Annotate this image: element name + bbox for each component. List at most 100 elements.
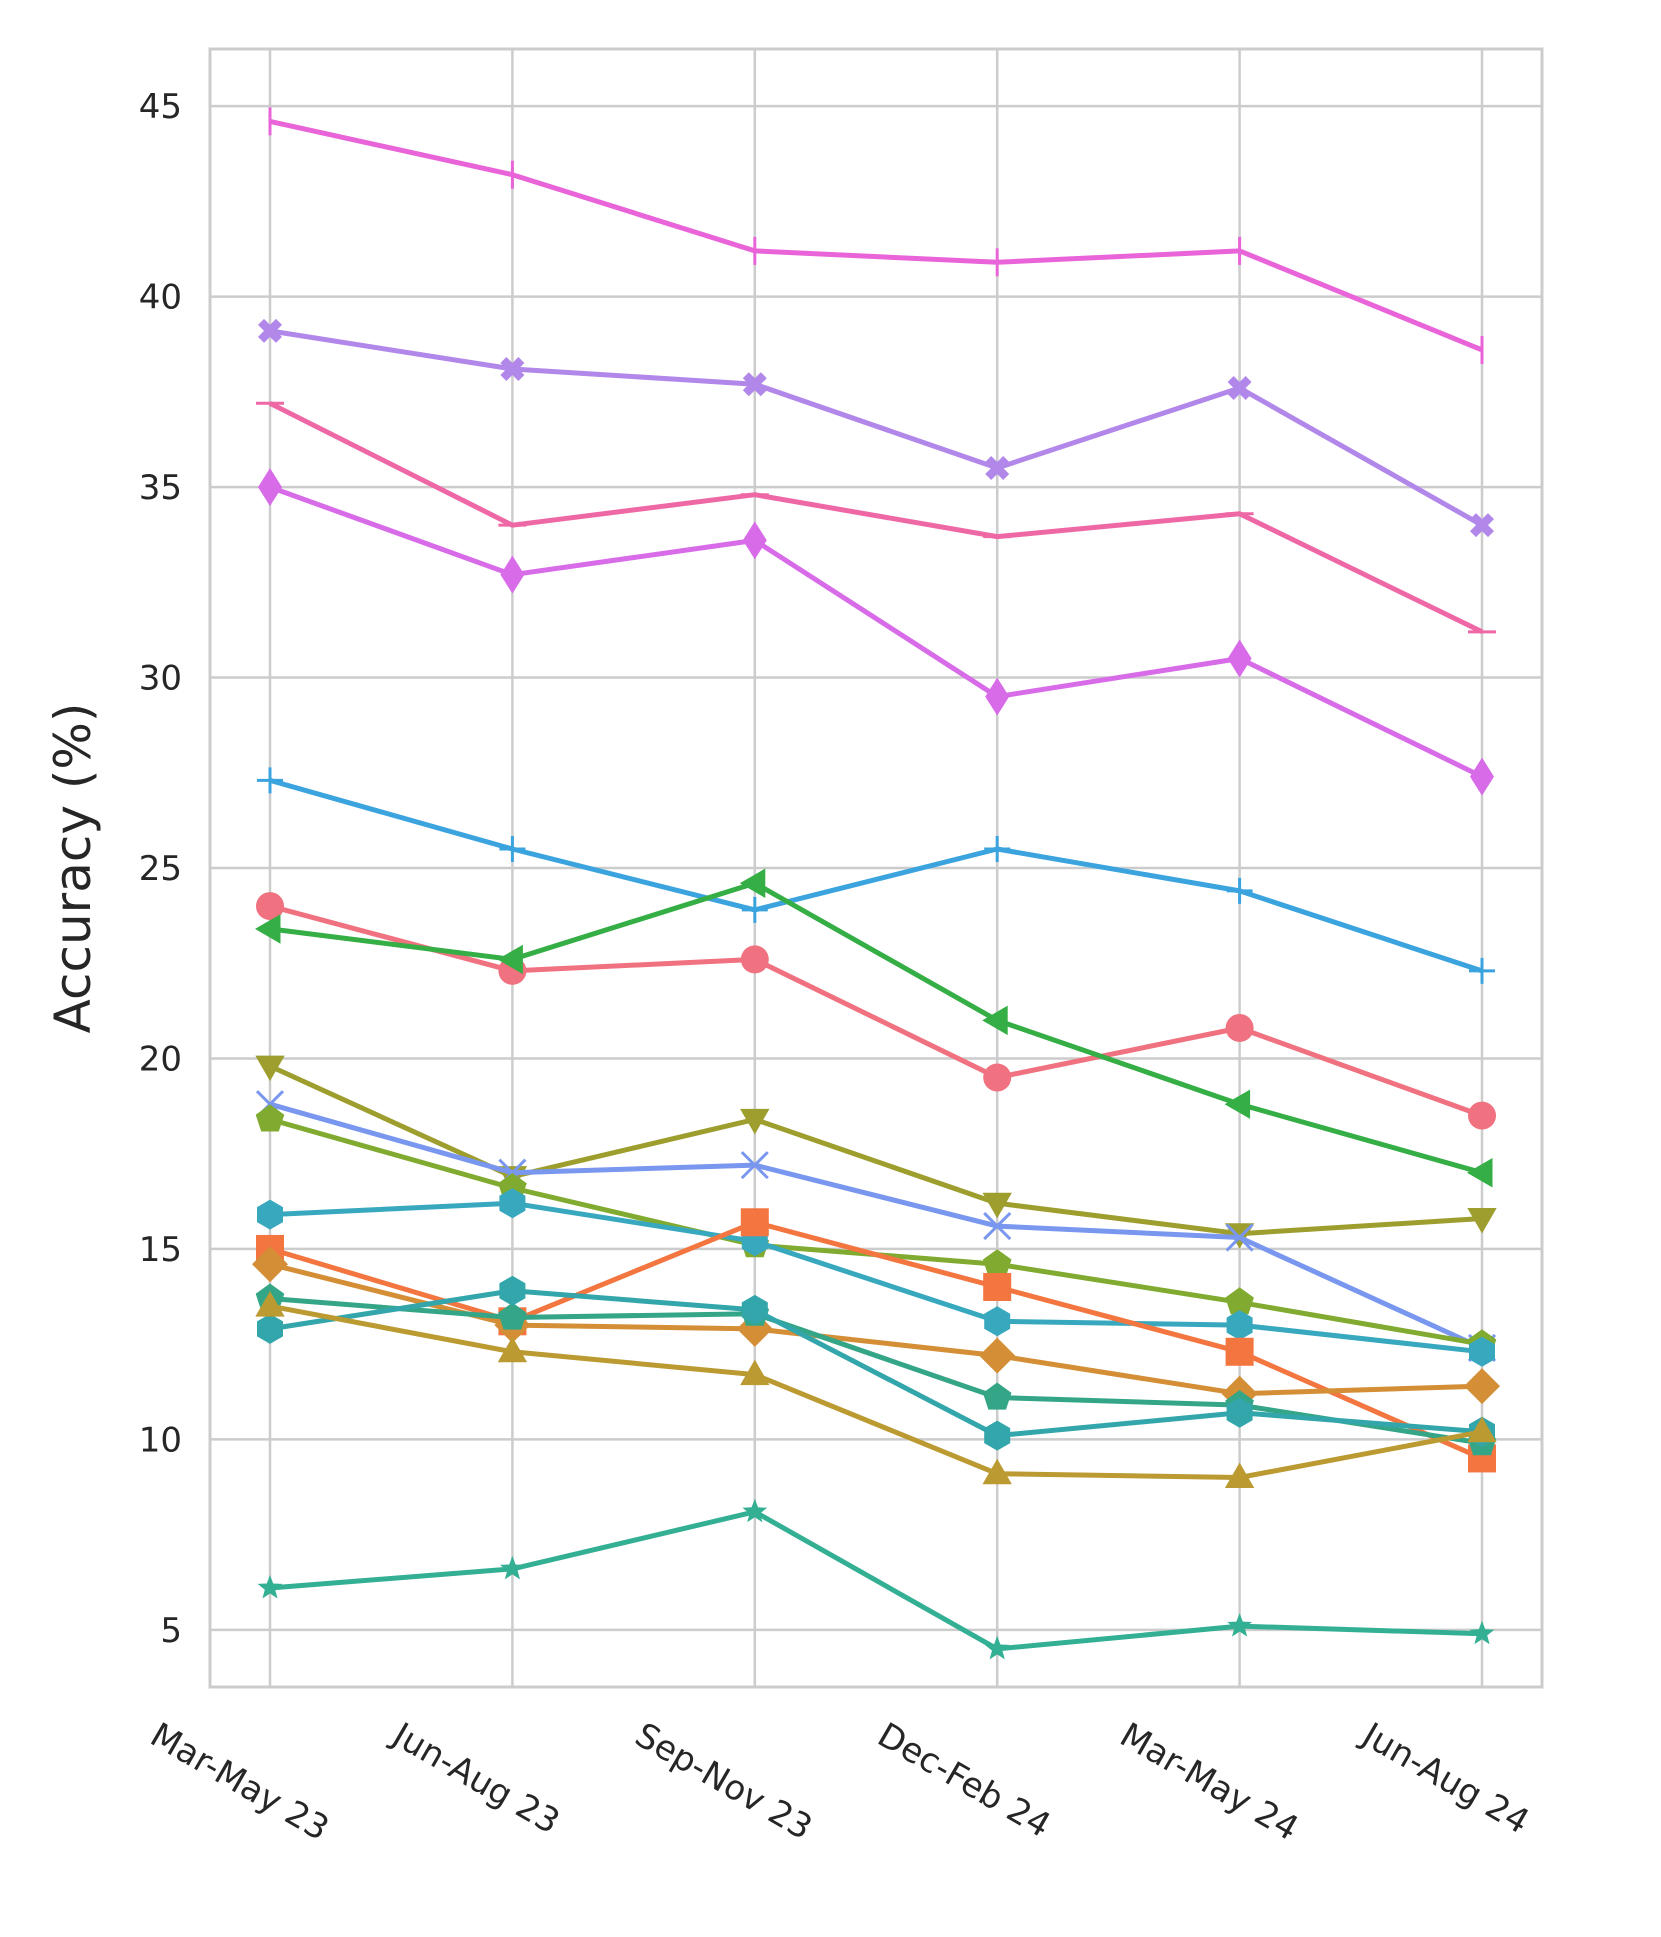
plot-area-frame (208, 47, 1544, 1689)
data-point (985, 677, 1010, 716)
series-series-9 (255, 1090, 1497, 1363)
data-point (1227, 376, 1252, 401)
x-tick-label: Dec-Feb 24 (871, 1715, 1058, 1846)
data-point (497, 1336, 528, 1363)
y-tick-label: 15 (139, 1230, 182, 1270)
x-tick-label: Mar-May 23 (144, 1715, 336, 1849)
series-group (252, 107, 1500, 1660)
data-point (984, 835, 1011, 862)
data-point (983, 1273, 1012, 1302)
series-line (269, 118, 1483, 353)
data-point (1467, 1158, 1493, 1188)
data-point (252, 1246, 288, 1283)
data-point (742, 1498, 768, 1523)
y-tick-label: 5 (160, 1611, 182, 1651)
data-point (984, 1420, 1011, 1451)
data-point (984, 1635, 1010, 1660)
data-point (1227, 639, 1252, 678)
data-point (1470, 513, 1494, 538)
series-series-5 (257, 767, 1495, 984)
data-point (1469, 1620, 1495, 1645)
data-point (498, 1302, 527, 1330)
data-point (982, 1458, 1012, 1485)
data-point (258, 468, 282, 507)
data-point (256, 892, 284, 921)
series-line (269, 1296, 1483, 1446)
x-tick-label: Sep-Nov 23 (628, 1715, 818, 1848)
series-line (269, 1288, 1483, 1439)
series-series-2 (258, 318, 1494, 538)
data-point (499, 1188, 526, 1219)
data-point (1227, 1613, 1252, 1637)
series-series-1 (268, 107, 1484, 364)
series-line (269, 903, 1483, 1118)
series-series-4 (258, 468, 1494, 796)
data-point (258, 318, 282, 343)
data-point (740, 945, 769, 974)
data-point (1224, 1089, 1251, 1119)
data-point (255, 1055, 285, 1082)
series-line (269, 1219, 1484, 1461)
data-point (1464, 1368, 1500, 1405)
data-point (740, 1208, 769, 1237)
x-tick-label: Jun-Aug 24 (1354, 1714, 1536, 1842)
series-line (269, 1303, 1483, 1480)
data-point (1470, 757, 1494, 796)
data-point (1467, 1208, 1497, 1234)
y-tick-label: 20 (139, 1039, 182, 1079)
data-point (982, 1192, 1012, 1219)
series-series-16 (255, 1291, 1497, 1488)
data-point (741, 896, 768, 923)
y-tick-label: 30 (139, 659, 182, 699)
data-point (255, 914, 281, 944)
y-axis-label: Accuracy (%) (44, 703, 102, 1034)
data-point (1225, 1337, 1254, 1366)
series-line (269, 1101, 1484, 1351)
data-point (257, 1575, 283, 1599)
data-point (257, 767, 283, 794)
data-point (982, 1249, 1012, 1277)
series-line (269, 484, 1484, 779)
tick-labels: 5 10 15 20 25 30 35 40 45 Mar-May 23 Jun-Aug 23 Sep… (139, 87, 1536, 1849)
series-series-3 (256, 401, 1496, 635)
data-point (983, 1063, 1012, 1092)
x-tick-label: Mar-May 24 (1113, 1715, 1305, 1849)
data-point (740, 1359, 770, 1386)
data-point (985, 456, 1010, 481)
series-series-7 (255, 868, 1493, 1188)
series-line (268, 1063, 1483, 1237)
series-line (269, 1200, 1483, 1355)
data-point (740, 1108, 770, 1135)
data-point (500, 555, 525, 594)
data-point (741, 1294, 768, 1325)
data-point (500, 356, 525, 381)
data-point (1467, 1416, 1497, 1443)
data-point (1225, 1223, 1254, 1252)
data-point (742, 372, 767, 397)
y-tick-label: 40 (139, 278, 182, 318)
y-tick-label: 35 (139, 468, 182, 508)
data-point (500, 1555, 525, 1580)
data-point (982, 1382, 1012, 1410)
series-series-6 (256, 892, 1496, 1130)
data-point (257, 1199, 283, 1230)
y-tick-label: 45 (139, 87, 182, 127)
data-point (255, 1291, 285, 1317)
data-point (1468, 1101, 1496, 1130)
data-point (984, 1306, 1011, 1337)
data-point (1469, 957, 1495, 984)
data-point (983, 1212, 1012, 1241)
data-point (742, 521, 767, 560)
data-point (1225, 1013, 1254, 1042)
data-point (255, 1104, 285, 1132)
x-tick-label: Jun-Aug 23 (384, 1714, 566, 1842)
data-point (1226, 1397, 1253, 1428)
data-point (497, 944, 523, 975)
data-point (1469, 1336, 1495, 1367)
data-point (982, 1005, 1008, 1036)
data-point (499, 1275, 526, 1306)
series-line (269, 1509, 1483, 1652)
data-point (1225, 1287, 1254, 1315)
data-point (1224, 1462, 1255, 1488)
data-point (499, 835, 526, 862)
